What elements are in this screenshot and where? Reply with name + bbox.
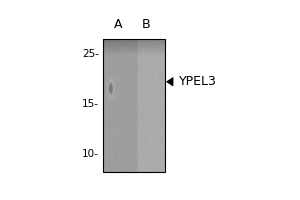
Polygon shape — [167, 78, 173, 86]
Bar — [103, 39, 165, 172]
Text: A: A — [113, 18, 122, 31]
Text: YPEL3: YPEL3 — [179, 75, 217, 88]
Text: 15-: 15- — [82, 99, 99, 109]
Text: 10-: 10- — [82, 149, 99, 159]
Text: B: B — [141, 18, 150, 31]
Text: 25-: 25- — [82, 49, 99, 59]
